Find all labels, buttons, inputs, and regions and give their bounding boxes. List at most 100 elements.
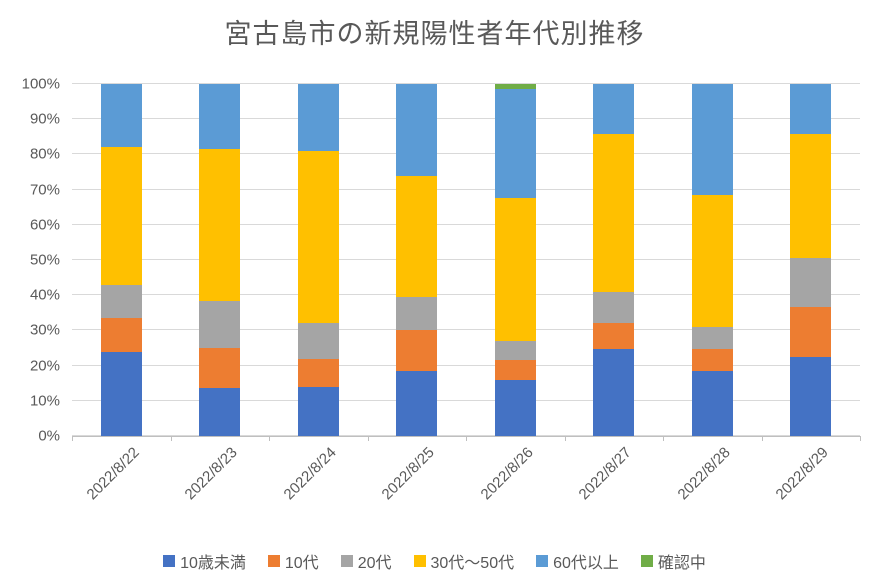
bar-segment: [100, 84, 142, 148]
bar-stack: [100, 84, 142, 436]
x-axis-tick: [466, 436, 467, 441]
bar-segment: [396, 330, 438, 371]
legend-label: 確認中: [657, 555, 706, 572]
x-axis-tick: [269, 436, 270, 441]
gridline: [72, 399, 860, 401]
bar-column: [663, 84, 762, 436]
bar-segment: [593, 323, 635, 350]
x-axis-tick: [761, 436, 763, 441]
bar-stack: [691, 84, 733, 436]
bar-segment: [396, 296, 438, 331]
gridline: [72, 153, 860, 155]
y-axis-label: 40%: [29, 286, 60, 304]
bar-segment: [494, 84, 536, 89]
bar-segment: [100, 318, 142, 352]
bar-segment: [100, 284, 142, 319]
bar-segment: [297, 323, 339, 359]
bar-segment: [593, 133, 635, 292]
y-axis-label: 30%: [29, 321, 60, 339]
x-axis-label: 2022/8/27: [575, 444, 635, 504]
y-axis-label: 60%: [29, 216, 60, 234]
x-axis-tick: [564, 436, 566, 441]
bar-segment: [593, 291, 635, 324]
y-axis-label: 10%: [29, 392, 60, 410]
legend-item: 確認中: [640, 549, 706, 573]
gridline: [72, 83, 860, 84]
bar-segment: [691, 194, 733, 327]
bar-segment: [297, 386, 339, 436]
x-axis-label: 2022/8/29: [772, 444, 832, 504]
bar-segment: [691, 371, 733, 436]
bar-segment: [297, 84, 339, 151]
bars-container: [72, 84, 860, 436]
legend-swatch-icon: [640, 555, 653, 567]
bar-segment: [790, 257, 832, 307]
bar-segment: [691, 326, 733, 350]
bar-segment: [790, 356, 832, 436]
bar-segment: [199, 149, 241, 301]
bar-segment: [494, 359, 536, 380]
legend-label: 10歳未満: [180, 555, 246, 572]
legend-swatch-icon: [340, 555, 353, 567]
bar-segment: [494, 197, 536, 341]
x-axis-tick: [860, 436, 861, 441]
bar-stack: [199, 84, 241, 436]
gridline: [72, 435, 860, 436]
bar-segment: [593, 84, 635, 134]
gridline: [72, 259, 860, 260]
legend-label: 30代～50代: [430, 555, 515, 572]
bar-column: [368, 84, 467, 436]
legend-item: 20代: [340, 549, 392, 573]
legend-item: 60代以上: [536, 549, 619, 573]
bar-segment: [100, 351, 142, 436]
bar-column: [762, 84, 861, 436]
bar-segment: [691, 349, 733, 372]
bar-segment: [396, 84, 438, 176]
gridline: [72, 188, 860, 190]
bar-segment: [494, 88, 536, 198]
bar-column: [72, 84, 171, 436]
x-axis-tick: [663, 436, 664, 441]
legend-swatch-icon: [536, 555, 549, 567]
gridline: [72, 294, 860, 296]
legend-swatch-icon: [267, 555, 280, 567]
y-axis-label: 100%: [21, 75, 60, 93]
legend-label: 10代: [284, 555, 319, 572]
legend-label: 20代: [357, 555, 392, 572]
x-axis-label: 2022/8/25: [378, 444, 438, 504]
gridline: [72, 118, 860, 120]
y-axis-label: 80%: [29, 145, 60, 163]
bar-segment: [297, 150, 339, 324]
bar-segment: [199, 84, 241, 150]
x-axis-label: 2022/8/26: [477, 444, 537, 504]
bar-stack: [297, 84, 339, 436]
bar-segment: [494, 340, 536, 360]
bar-stack: [790, 84, 832, 436]
bar-column: [466, 84, 565, 436]
bar-segment: [494, 379, 536, 436]
legend: 10歳未満 10代 20代 30代～50代 60代以上 確認中: [0, 549, 869, 573]
x-axis-label: 2022/8/28: [674, 444, 734, 504]
bar-column: [171, 84, 270, 436]
x-axis-label: 2022/8/23: [181, 444, 241, 504]
x-axis-label: 2022/8/22: [83, 444, 143, 504]
chart-title: 宮古島市の新規陽性者年代別推移: [224, 19, 645, 49]
bar-segment: [790, 84, 832, 134]
y-axis-label: 50%: [29, 251, 60, 269]
bar-segment: [199, 388, 241, 436]
legend-item: 30代～50代: [413, 549, 515, 573]
gridline: [72, 329, 860, 331]
legend-item: 10歳未満: [163, 549, 246, 573]
bar-column: [269, 84, 368, 436]
bar-segment: [100, 147, 142, 285]
bar-segment: [396, 370, 438, 436]
y-axis-label: 70%: [29, 181, 60, 199]
bar-stack: [494, 84, 536, 436]
plot-area: [72, 83, 861, 441]
legend-label: 60代以上: [553, 555, 619, 572]
legend-swatch-icon: [413, 555, 426, 567]
y-axis-label: 20%: [29, 357, 60, 375]
bar-segment: [790, 306, 832, 357]
legend-item: 10代: [267, 549, 319, 573]
